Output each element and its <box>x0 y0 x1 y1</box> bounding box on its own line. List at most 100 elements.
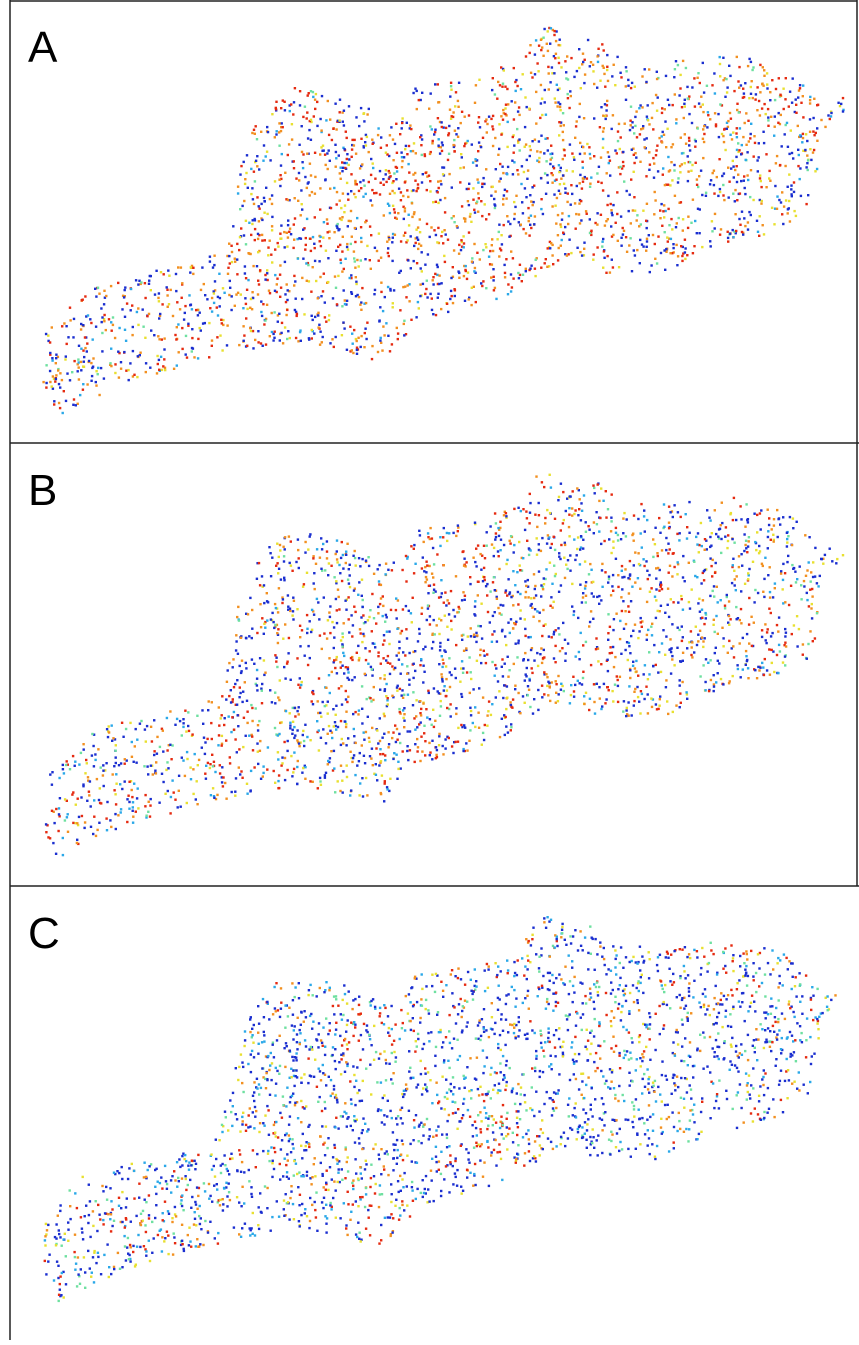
map-dot <box>560 226 562 228</box>
map-dot <box>403 713 405 715</box>
map-dot <box>416 738 418 740</box>
map-dot <box>534 585 536 587</box>
map-dot <box>235 293 237 295</box>
map-dot <box>806 162 808 164</box>
map-dot <box>481 215 483 217</box>
map-dot <box>570 204 572 206</box>
map-dot <box>243 717 245 719</box>
map-dot <box>421 613 423 615</box>
map-dot <box>458 244 460 246</box>
map-dot <box>374 289 376 291</box>
map-dot <box>360 346 362 348</box>
map-dot <box>529 224 531 226</box>
map-dot <box>242 307 244 309</box>
map-dot <box>231 261 233 263</box>
map-dot <box>464 595 466 597</box>
map-dot <box>383 634 385 636</box>
map-dot <box>366 136 368 138</box>
map-dot <box>135 728 137 730</box>
map-dot <box>671 655 673 657</box>
map-dot <box>506 697 508 699</box>
map-dot <box>681 640 683 642</box>
map-dot <box>814 575 816 577</box>
map-dot <box>522 228 524 230</box>
map-dot <box>239 208 241 210</box>
map-dot <box>86 350 88 352</box>
map-dot <box>461 639 463 641</box>
map-dot <box>287 224 289 226</box>
map-dot <box>809 118 811 120</box>
map-dot <box>536 554 538 556</box>
map-dot <box>491 238 493 240</box>
map-dot <box>766 631 768 633</box>
map-dot <box>541 46 543 48</box>
map-dot <box>414 670 416 672</box>
map-dot <box>435 314 437 316</box>
map-dot <box>191 308 193 310</box>
map-dot <box>166 761 168 763</box>
map-dot <box>670 161 672 163</box>
map-dot <box>374 178 376 180</box>
map-dot <box>789 91 791 93</box>
map-dot <box>113 789 115 791</box>
map-dot <box>533 223 535 225</box>
map-dot <box>264 627 266 629</box>
map-dot <box>597 61 599 63</box>
map-dot <box>191 337 193 339</box>
map-dot <box>93 799 95 801</box>
map-dot <box>363 146 365 148</box>
map-dot <box>149 367 151 369</box>
map-dot <box>582 61 584 63</box>
map-dot <box>105 329 107 331</box>
map-dot <box>538 543 540 545</box>
map-dot <box>382 325 384 327</box>
map-dot <box>579 682 581 684</box>
map-dot <box>357 337 359 339</box>
map-dot <box>598 595 600 597</box>
map-dot <box>354 196 356 198</box>
map-dot <box>505 515 507 517</box>
map-dot <box>563 183 565 185</box>
map-dot <box>442 662 444 664</box>
map-dot <box>380 257 382 259</box>
map-dot <box>351 349 353 351</box>
map-dot <box>600 214 602 216</box>
map-dot <box>656 71 658 73</box>
map-dot <box>805 166 807 168</box>
map-dot <box>272 339 274 341</box>
map-dot <box>269 240 271 242</box>
map-dot <box>788 105 790 107</box>
map-dot <box>716 176 718 178</box>
map-dot <box>497 607 499 609</box>
map-dot <box>500 115 502 117</box>
map-dot <box>618 123 620 125</box>
map-dot <box>655 94 657 96</box>
map-dot <box>169 812 171 814</box>
map-dot <box>437 293 439 295</box>
map-dot <box>329 188 331 190</box>
map-dot <box>518 114 520 116</box>
map-dot <box>167 269 169 271</box>
map-dot <box>651 706 653 708</box>
map-dot <box>67 831 69 833</box>
map-dot <box>790 184 792 186</box>
map-dot <box>492 77 494 79</box>
map-dot <box>309 780 311 782</box>
map-dot <box>250 298 252 300</box>
map-dot <box>335 728 337 730</box>
map-dot <box>118 764 120 766</box>
map-dot <box>358 557 360 559</box>
map-dot <box>115 756 117 758</box>
map-dot <box>551 66 553 68</box>
map-dot <box>811 603 813 605</box>
map-dot <box>647 104 649 106</box>
map-dot <box>94 288 96 290</box>
map-dot <box>296 315 298 317</box>
map-dot <box>664 269 666 271</box>
map-dot <box>417 226 419 228</box>
map-dot <box>326 152 328 154</box>
map-dot <box>770 116 772 118</box>
map-dot <box>596 246 598 248</box>
map-dot <box>763 596 765 598</box>
map-dot <box>234 261 236 263</box>
